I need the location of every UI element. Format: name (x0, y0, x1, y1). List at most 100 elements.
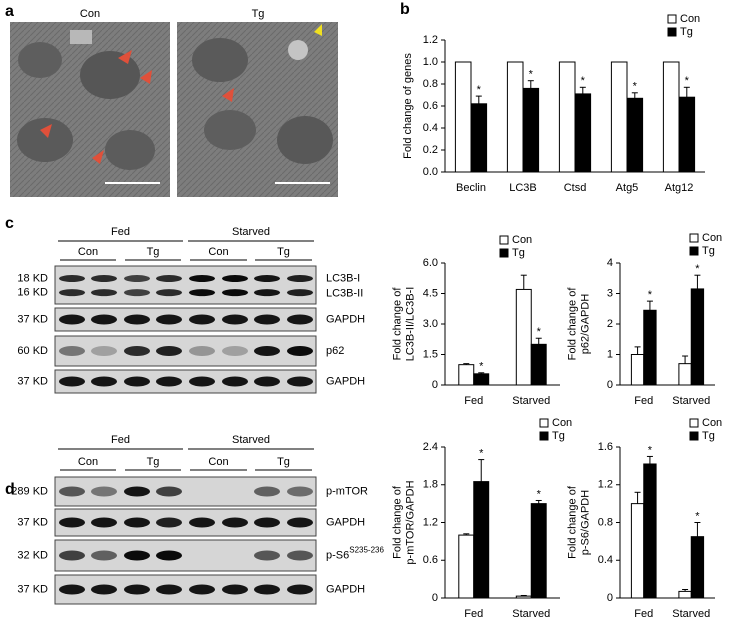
y-axis-label: Fold change of (566, 287, 578, 361)
size-label: 32 KD (17, 549, 48, 561)
subgroup-label: Con (78, 246, 98, 258)
significance-marker: * (685, 75, 690, 87)
bar (515, 288, 532, 386)
protein-label: p-mTOR (326, 485, 368, 497)
legend-swatch (689, 233, 699, 243)
band (222, 584, 248, 595)
protein-name: LC3B-II (326, 287, 363, 299)
bar (530, 503, 547, 599)
size-label: 289 KD (11, 485, 48, 497)
micrograph-con (10, 22, 170, 197)
legend-swatch (689, 418, 699, 428)
y-tick-label: 2 (607, 318, 613, 330)
y-tick-label: 1.5 (423, 348, 438, 360)
protein-label: GAPDH (326, 375, 365, 387)
size-label: 37 KD (17, 583, 48, 595)
y-axis-label: Fold change of genes (402, 53, 414, 159)
bar (630, 354, 645, 386)
x-tick-label: Fed (634, 608, 653, 620)
protein-label: GAPDH (326, 583, 365, 595)
significance-marker: * (479, 361, 484, 373)
legend-swatch (539, 418, 549, 428)
band (189, 289, 215, 297)
bar (558, 61, 576, 173)
group-label: Starved (232, 434, 270, 446)
y-tick-label: 0.6 (423, 554, 438, 566)
band (91, 486, 117, 497)
band (59, 289, 85, 297)
x-tick-label: Starved (672, 395, 710, 407)
blot-strip (54, 369, 317, 394)
band (254, 376, 280, 387)
subgroup-label: Con (208, 456, 228, 468)
bar (530, 343, 547, 386)
y-axis-label: p-mTOR/GAPDH (404, 480, 416, 564)
band (189, 584, 215, 595)
y-tick-label: 1.6 (598, 441, 613, 453)
group-label: Fed (111, 434, 130, 446)
band (59, 314, 85, 325)
bar (678, 96, 696, 173)
bar (470, 103, 488, 173)
y-tick-label: 0.8 (598, 516, 613, 528)
band (91, 376, 117, 387)
band (124, 376, 150, 387)
band (59, 275, 85, 283)
significance-marker: * (695, 510, 700, 522)
band (156, 346, 182, 356)
band (222, 376, 248, 387)
significance-marker: * (537, 326, 542, 338)
subgroup-label: Tg (277, 456, 290, 468)
band (254, 275, 280, 283)
bar (630, 503, 645, 599)
y-tick-label: 0 (607, 379, 613, 391)
band (59, 584, 85, 595)
significance-marker: * (479, 447, 484, 459)
band (287, 517, 313, 528)
protein-name: GAPDH (326, 516, 365, 528)
y-tick-label: 0.0 (423, 166, 438, 178)
band (222, 289, 248, 297)
panel-label: b (400, 1, 410, 18)
protein-label: p-S6S235-236 (326, 546, 384, 562)
x-tick-label: Beclin (456, 182, 486, 194)
bar (626, 97, 644, 173)
band (124, 486, 150, 497)
y-tick-label: 1.8 (423, 479, 438, 491)
band (91, 289, 117, 297)
band (59, 550, 85, 561)
band (156, 486, 182, 497)
panel-label: a (5, 3, 14, 20)
band (254, 584, 280, 595)
bar (458, 364, 475, 386)
legend-swatch (689, 431, 699, 441)
band (189, 346, 215, 356)
significance-marker: * (633, 81, 638, 93)
band (59, 376, 85, 387)
y-tick-label: 1.0 (423, 56, 438, 68)
band (59, 486, 85, 497)
protein-superscript: S235-236 (349, 546, 384, 555)
bar (515, 595, 532, 599)
protein-label: GAPDH (326, 313, 365, 325)
y-tick-label: 6.0 (423, 257, 438, 269)
legend-label: Tg (702, 245, 715, 257)
band (222, 346, 248, 356)
blot-strip (54, 307, 317, 332)
significance-marker: * (695, 263, 700, 275)
band (156, 550, 182, 561)
band (124, 289, 150, 297)
protein-label: LC3B-II (326, 287, 363, 299)
band (222, 275, 248, 283)
protein-name: p-S6 (326, 549, 349, 561)
band (254, 346, 280, 356)
band (91, 314, 117, 325)
significance-marker: * (581, 75, 586, 87)
legend-label: Tg (552, 430, 565, 442)
y-tick-label: 3 (607, 287, 613, 299)
x-tick-label: Starved (512, 395, 550, 407)
band (59, 346, 85, 356)
blot-strip (54, 265, 317, 305)
y-tick-label: 0.4 (598, 554, 613, 566)
size-label: 60 KD (17, 345, 48, 357)
